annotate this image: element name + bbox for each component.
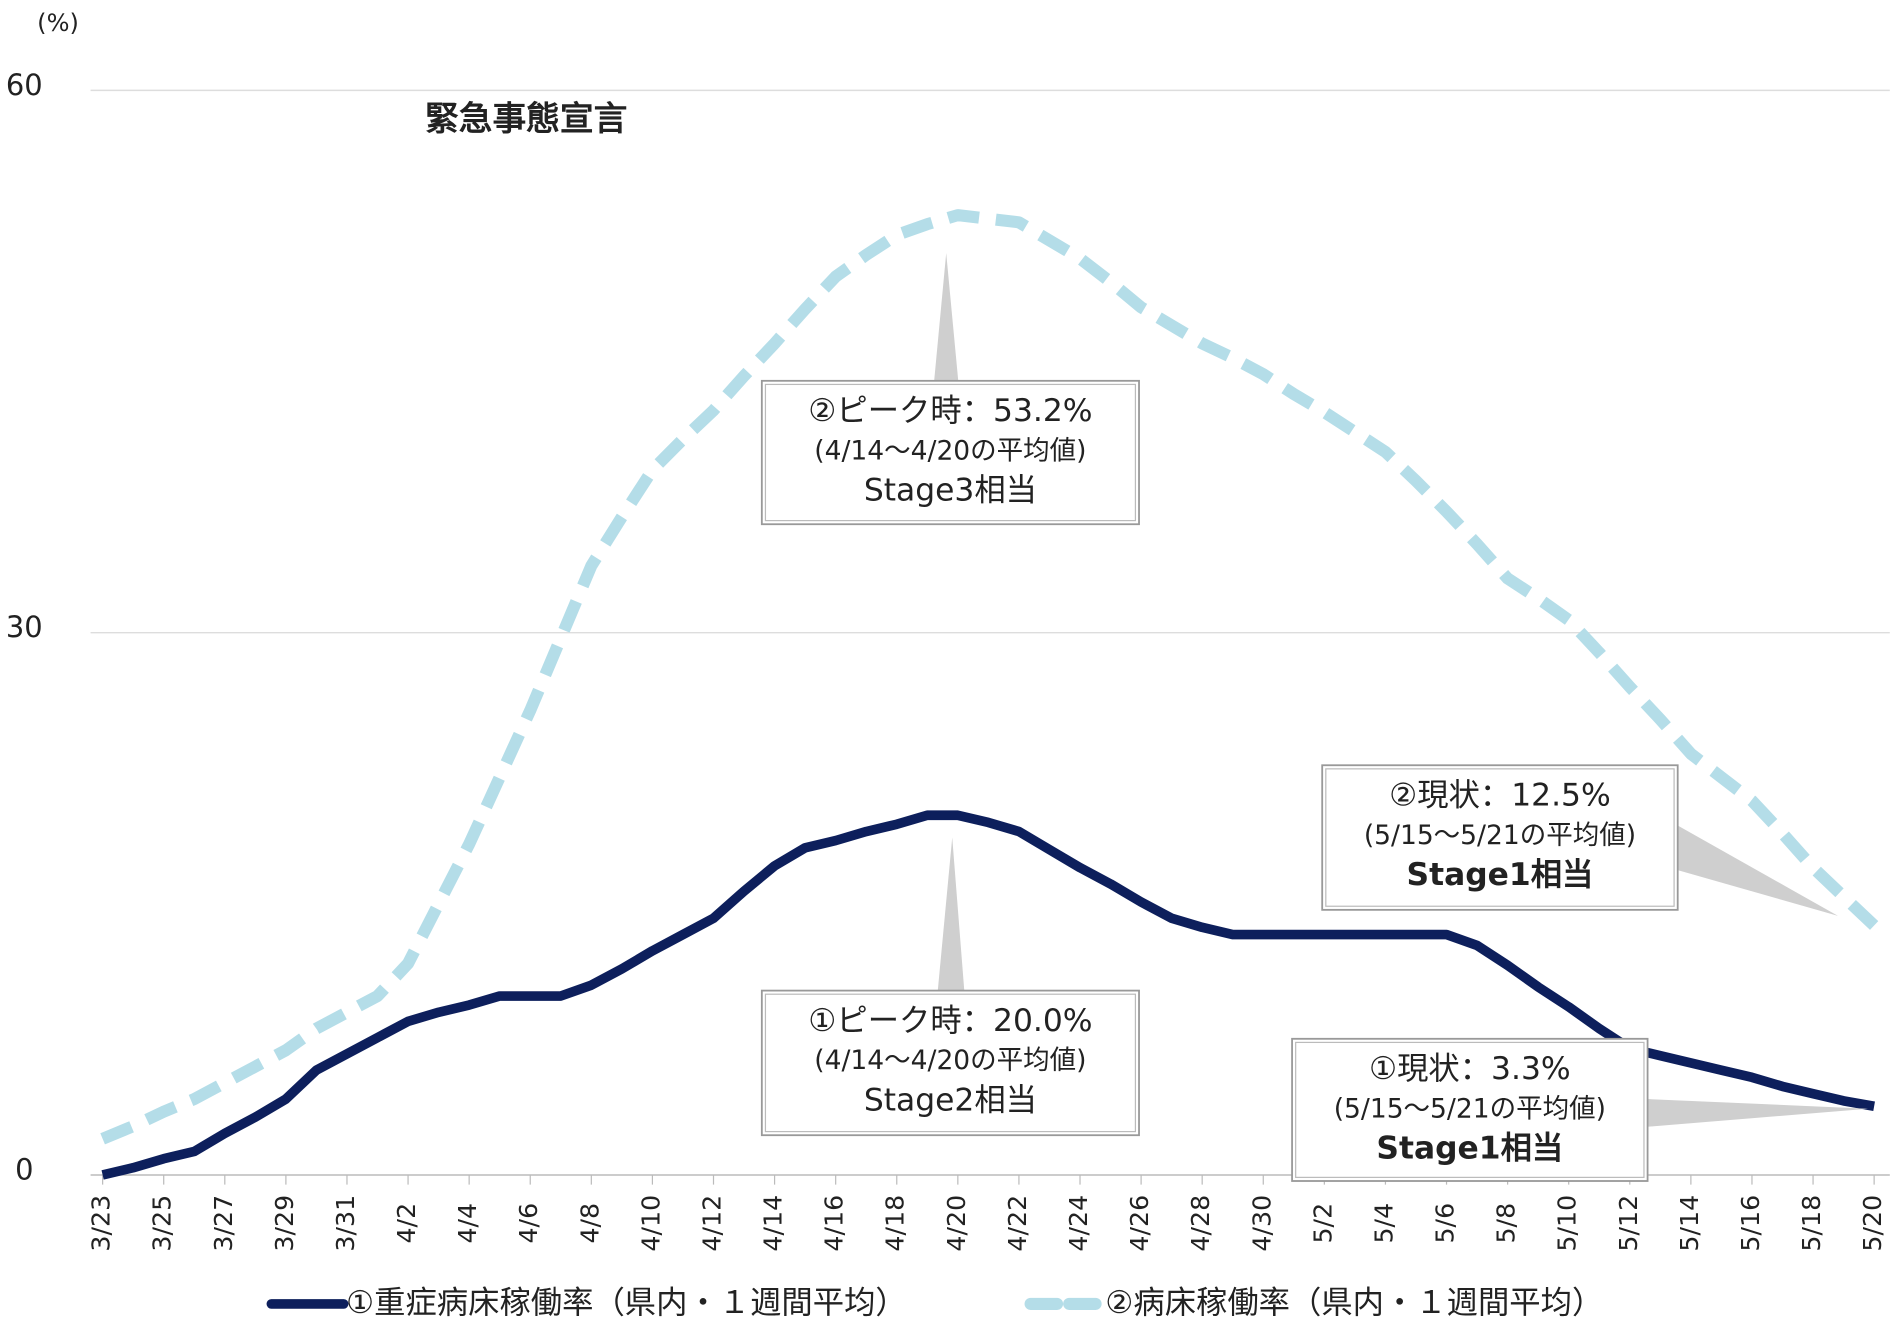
callout-pointer [1647, 1099, 1869, 1127]
y-tick-label: 0 [15, 1152, 33, 1186]
callout-text: (5/15～5/21の平均値) [1364, 820, 1636, 851]
x-tick-label: 4/28 [1186, 1195, 1215, 1252]
series-line [100, 209, 1879, 1145]
x-tick-label: 5/10 [1553, 1195, 1582, 1252]
callout-text: (4/14～4/20の平均値) [814, 435, 1086, 466]
series-line [101, 810, 1875, 1180]
callout-inner [1295, 1041, 1645, 1178]
callout-text: ①現状：3.3% [1369, 1051, 1571, 1087]
callout-pointer [934, 253, 959, 381]
callout-text: ②ピーク時：53.2% [808, 393, 1092, 429]
x-tick-label: 4/8 [575, 1203, 604, 1244]
x-tick-label: 4/26 [1125, 1195, 1154, 1252]
y-unit: (%) [37, 9, 79, 37]
x-tick-label: 4/22 [1003, 1195, 1032, 1252]
callout-box [760, 989, 1140, 1137]
callout-text: Stage1相当 [1407, 857, 1594, 893]
callout-inner [764, 383, 1137, 522]
x-tick-label: 5/18 [1797, 1195, 1826, 1252]
y-tick-label: 30 [6, 610, 43, 644]
x-tick-label: 5/2 [1308, 1203, 1337, 1244]
x-tick-label: 4/2 [392, 1203, 421, 1244]
x-tick-label: 4/16 [820, 1195, 849, 1252]
callout-text: Stage3相当 [864, 473, 1037, 509]
x-tick-label: 3/31 [331, 1195, 360, 1252]
x-tick-label: 3/29 [270, 1195, 299, 1252]
callout-box [760, 379, 1140, 526]
x-tick-label: 4/14 [759, 1195, 788, 1252]
callout-box [1321, 764, 1679, 911]
x-tick-label: 4/30 [1247, 1195, 1276, 1252]
x-tick-label: 4/18 [881, 1195, 910, 1252]
x-tick-label: 5/12 [1614, 1195, 1643, 1252]
x-tick-label: 5/8 [1492, 1203, 1521, 1244]
callout-inner [764, 993, 1137, 1133]
legend-label: ②病床稼働率（県内・１週間平均） [1105, 1285, 1603, 1321]
x-tick-label: 5/6 [1431, 1203, 1460, 1244]
x-tick-label: 5/16 [1736, 1195, 1765, 1252]
callout-box [1291, 1037, 1649, 1182]
callout-inner [1325, 768, 1675, 907]
y-tick-label: 60 [6, 68, 43, 102]
x-tick-label: 4/20 [942, 1195, 971, 1252]
x-tick-label: 3/23 [87, 1195, 116, 1252]
callout-text: (4/14～4/20の平均値) [814, 1045, 1086, 1076]
band-label: 緊急事態宣言 [425, 99, 627, 138]
callout-text: (5/15～5/21の平均値) [1334, 1093, 1606, 1124]
x-tick-label: 4/6 [514, 1203, 543, 1244]
x-tick-label: 5/4 [1369, 1203, 1398, 1244]
x-tick-label: 4/10 [636, 1195, 665, 1252]
x-tick-label: 3/27 [209, 1195, 238, 1252]
x-tick-label: 5/20 [1858, 1195, 1887, 1252]
callout-text: Stage2相当 [864, 1082, 1037, 1118]
x-tick-label: 4/24 [1064, 1195, 1093, 1252]
callout-text: ②現状：12.5% [1389, 778, 1611, 814]
callout-pointer [937, 837, 965, 991]
callout-pointer [1677, 825, 1838, 916]
legend-label: ①重症病床稼働率（県内・１週間平均） [346, 1285, 907, 1321]
x-tick-label: 4/12 [697, 1195, 726, 1252]
callout-text: Stage1相当 [1376, 1131, 1563, 1167]
x-tick-label: 3/25 [148, 1195, 177, 1252]
x-tick-label: 4/4 [453, 1203, 482, 1244]
x-tick-label: 5/14 [1675, 1195, 1704, 1252]
callout-text: ①ピーク時：20.0% [808, 1003, 1092, 1039]
